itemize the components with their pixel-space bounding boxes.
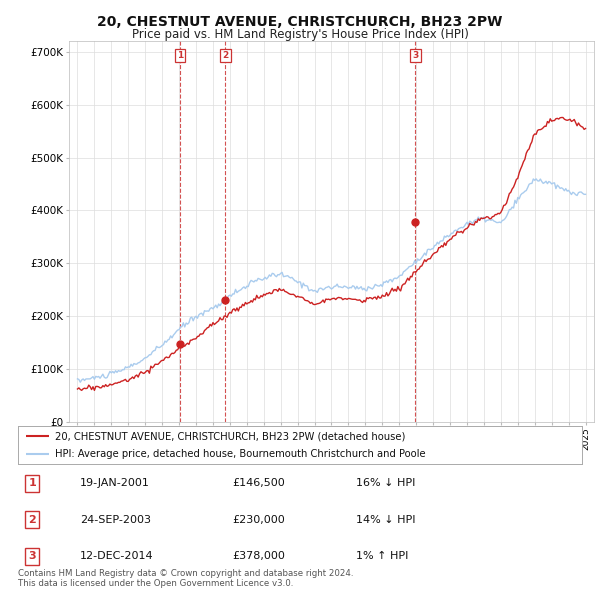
Text: 3: 3 — [412, 51, 418, 60]
Text: 20, CHESTNUT AVENUE, CHRISTCHURCH, BH23 2PW: 20, CHESTNUT AVENUE, CHRISTCHURCH, BH23 … — [97, 15, 503, 30]
Text: 24-SEP-2003: 24-SEP-2003 — [80, 515, 151, 525]
Text: £146,500: £146,500 — [232, 478, 285, 488]
Text: 3: 3 — [28, 552, 36, 561]
Text: 12-DEC-2014: 12-DEC-2014 — [80, 552, 154, 561]
Text: 1: 1 — [28, 478, 36, 488]
Text: 2: 2 — [222, 51, 229, 60]
Text: Contains HM Land Registry data © Crown copyright and database right 2024.
This d: Contains HM Land Registry data © Crown c… — [18, 569, 353, 588]
Text: 20, CHESTNUT AVENUE, CHRISTCHURCH, BH23 2PW (detached house): 20, CHESTNUT AVENUE, CHRISTCHURCH, BH23 … — [55, 431, 405, 441]
Text: £378,000: £378,000 — [232, 552, 285, 561]
Text: Price paid vs. HM Land Registry's House Price Index (HPI): Price paid vs. HM Land Registry's House … — [131, 28, 469, 41]
Text: 1: 1 — [177, 51, 183, 60]
Text: 19-JAN-2001: 19-JAN-2001 — [80, 478, 150, 488]
Text: HPI: Average price, detached house, Bournemouth Christchurch and Poole: HPI: Average price, detached house, Bour… — [55, 449, 425, 459]
Text: 1% ↑ HPI: 1% ↑ HPI — [356, 552, 409, 561]
Text: £230,000: £230,000 — [232, 515, 285, 525]
Text: 16% ↓ HPI: 16% ↓ HPI — [356, 478, 416, 488]
Text: 2: 2 — [28, 515, 36, 525]
Text: 14% ↓ HPI: 14% ↓ HPI — [356, 515, 416, 525]
